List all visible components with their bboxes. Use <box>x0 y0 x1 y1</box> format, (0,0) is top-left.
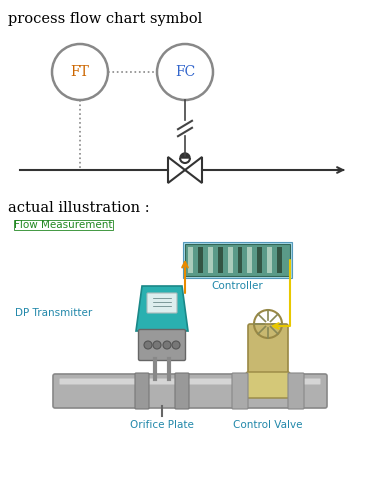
Circle shape <box>144 341 152 349</box>
Circle shape <box>153 341 161 349</box>
Text: Control Valve: Control Valve <box>233 420 303 430</box>
FancyBboxPatch shape <box>288 373 304 409</box>
Bar <box>188 247 193 273</box>
Text: FC: FC <box>175 65 195 79</box>
Polygon shape <box>180 153 190 158</box>
Bar <box>237 247 242 273</box>
Text: Controller: Controller <box>211 281 263 291</box>
FancyBboxPatch shape <box>246 372 290 398</box>
Text: DP Transmitter: DP Transmitter <box>15 308 92 318</box>
Bar <box>218 247 223 273</box>
FancyBboxPatch shape <box>185 244 290 276</box>
Polygon shape <box>136 286 188 331</box>
Bar <box>257 247 262 273</box>
FancyBboxPatch shape <box>53 374 327 408</box>
Bar <box>248 247 252 273</box>
FancyBboxPatch shape <box>232 373 248 409</box>
FancyBboxPatch shape <box>135 373 149 409</box>
Polygon shape <box>168 157 185 183</box>
FancyBboxPatch shape <box>138 330 186 360</box>
Circle shape <box>172 341 180 349</box>
Bar <box>277 247 282 273</box>
Text: Flow Measurement: Flow Measurement <box>14 220 112 230</box>
Bar <box>267 247 272 273</box>
Bar <box>198 247 203 273</box>
Text: Orifice Plate: Orifice Plate <box>130 420 194 430</box>
FancyBboxPatch shape <box>183 242 292 278</box>
FancyBboxPatch shape <box>175 373 189 409</box>
Text: FT: FT <box>70 65 89 79</box>
FancyBboxPatch shape <box>248 324 288 376</box>
Text: actual illustration :: actual illustration : <box>8 201 150 215</box>
Bar <box>208 247 213 273</box>
Bar <box>228 247 232 273</box>
Circle shape <box>163 341 171 349</box>
Text: process flow chart symbol: process flow chart symbol <box>8 12 202 26</box>
Polygon shape <box>185 157 202 183</box>
FancyBboxPatch shape <box>60 379 321 385</box>
FancyBboxPatch shape <box>147 293 177 313</box>
